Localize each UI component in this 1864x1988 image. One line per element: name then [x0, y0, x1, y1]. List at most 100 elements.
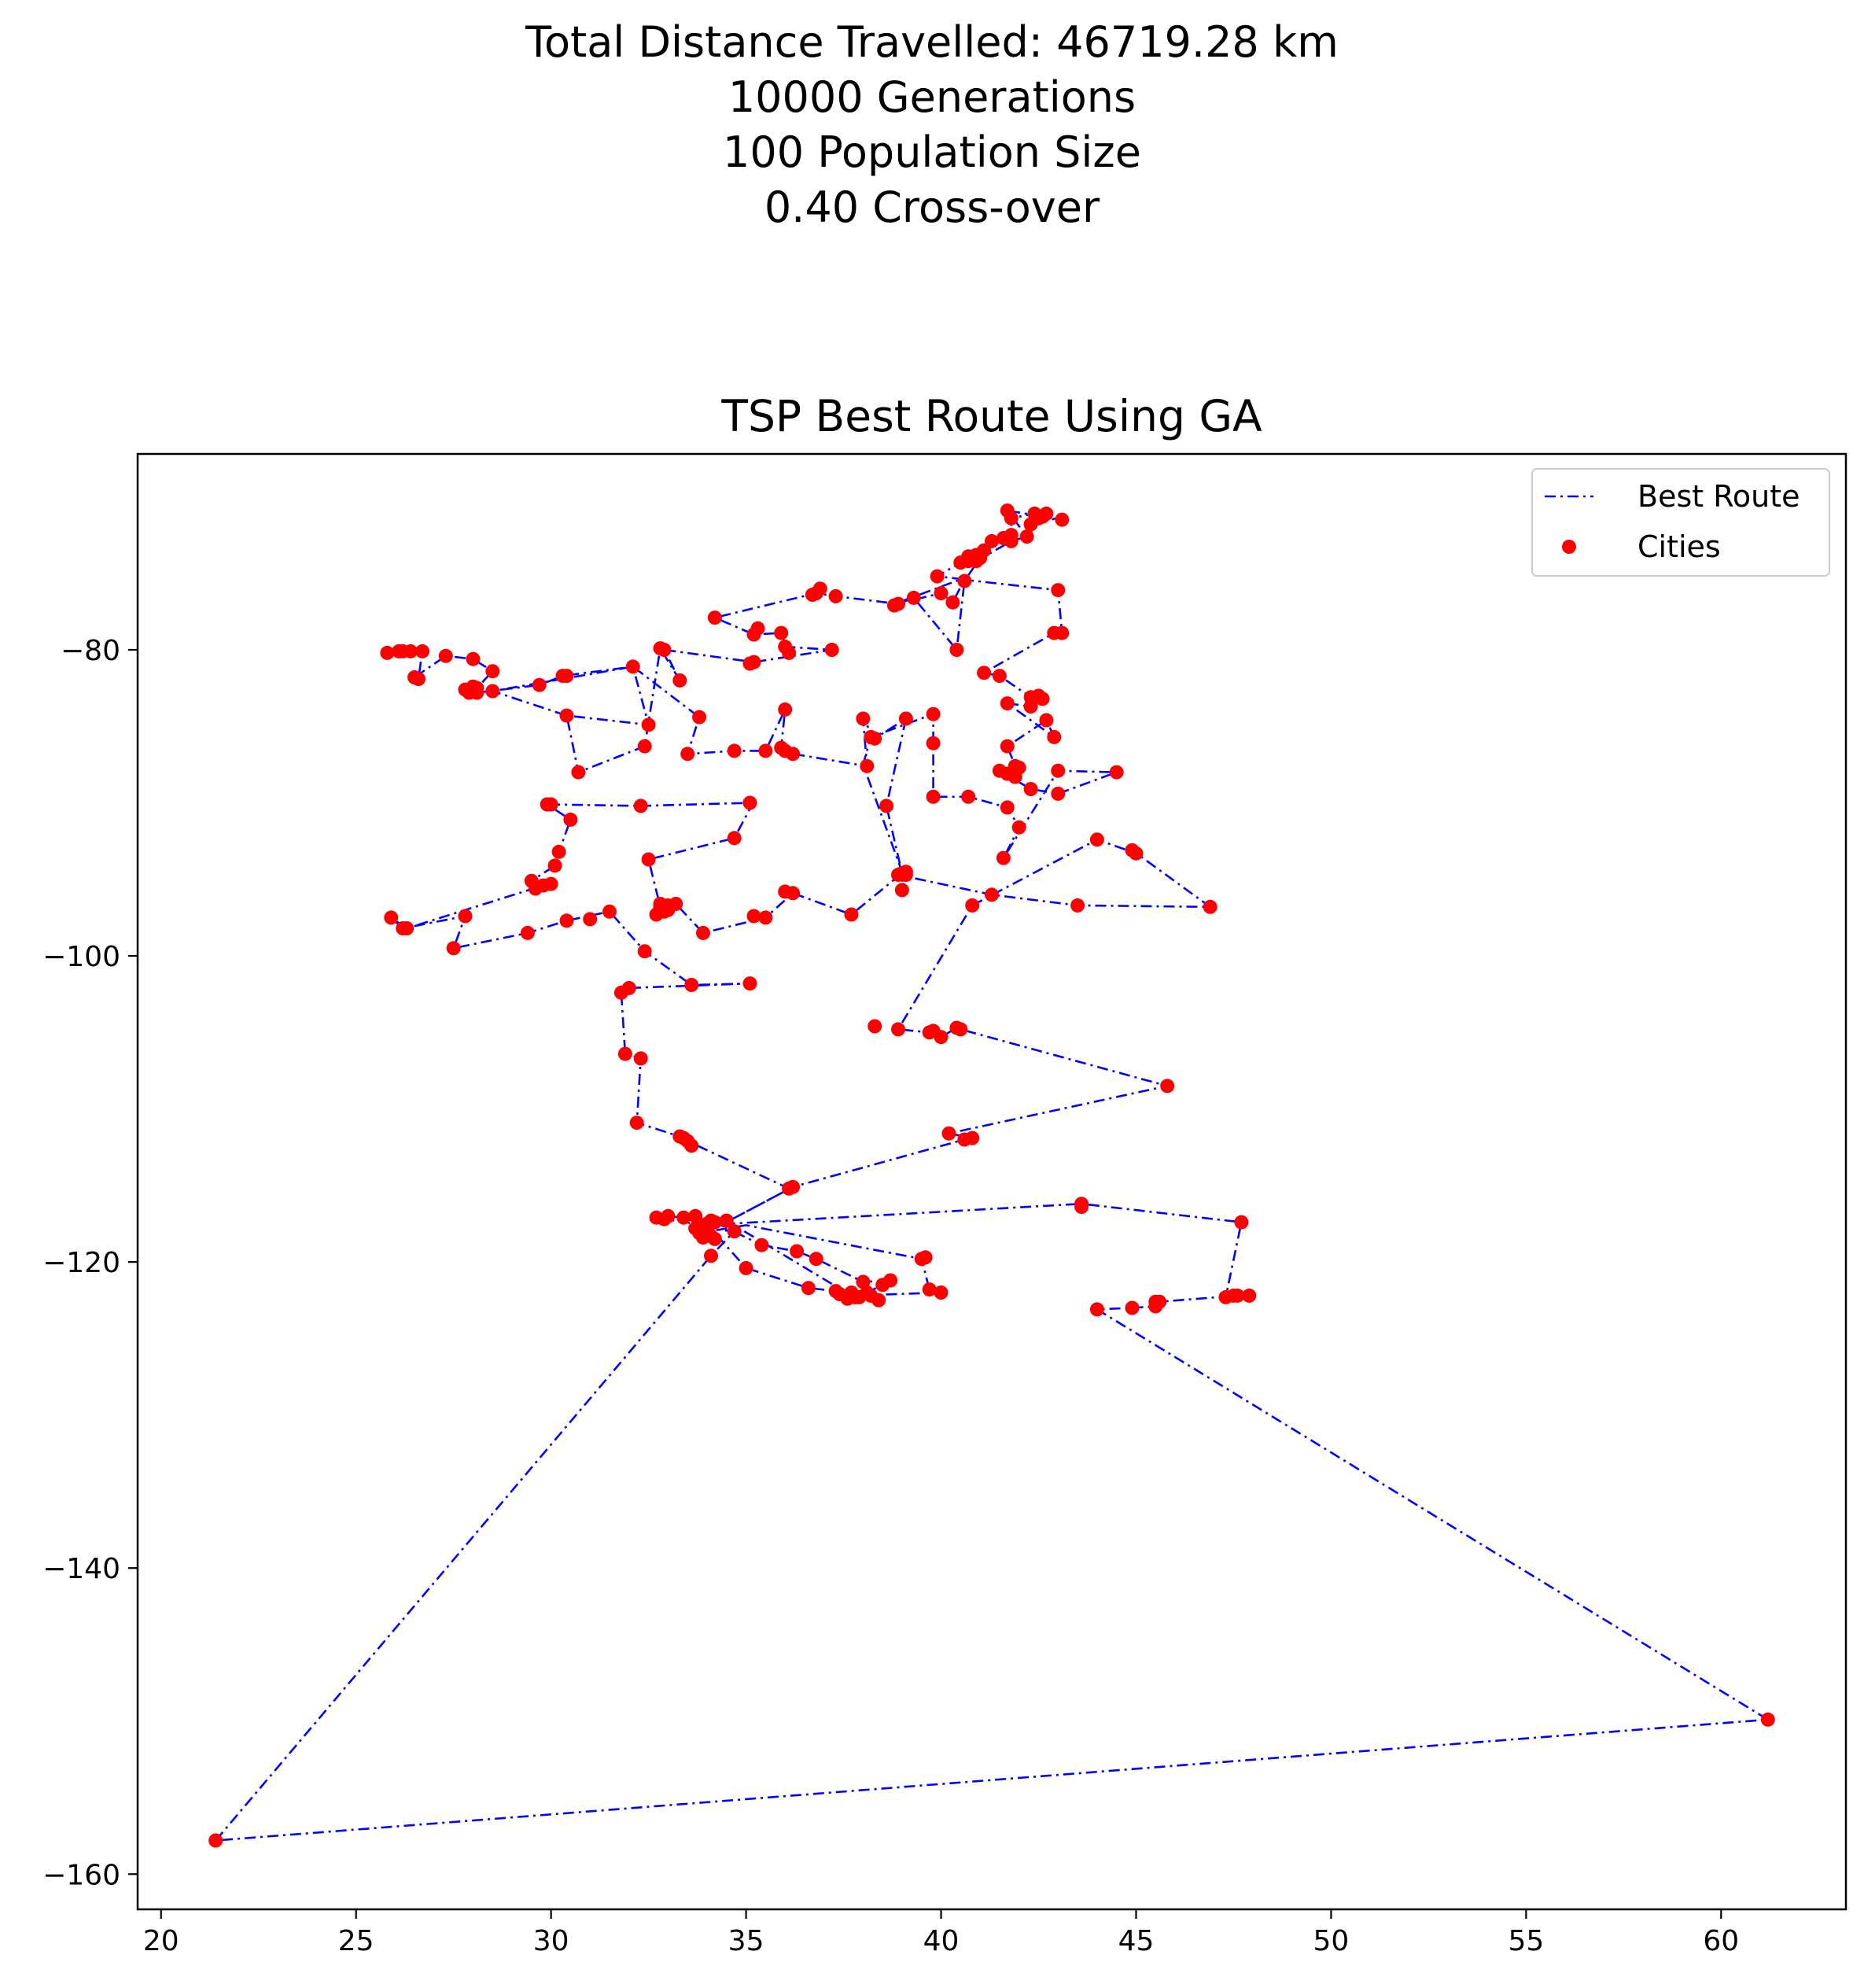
city-point	[750, 621, 765, 636]
city-point	[696, 925, 710, 940]
city-point	[1047, 625, 1062, 640]
city-point	[782, 645, 797, 660]
city-point	[617, 1046, 632, 1061]
city-point	[930, 569, 945, 584]
city-point	[637, 739, 652, 754]
city-point	[1000, 503, 1015, 518]
city-point	[438, 648, 453, 663]
suptitle-line-distance: Total Distance Travelled: 46719.28 km	[525, 17, 1339, 67]
city-point	[746, 909, 761, 924]
city-point	[778, 743, 793, 758]
city-point	[1000, 800, 1015, 815]
city-point	[957, 574, 972, 588]
city-point	[485, 664, 500, 679]
x-tick-label: 20	[143, 1925, 179, 1957]
city-point	[446, 941, 461, 956]
city-point	[1004, 533, 1019, 548]
city-point	[1125, 1300, 1140, 1315]
city-point	[742, 976, 757, 991]
city-point	[1051, 763, 1066, 778]
city-point	[965, 1130, 980, 1145]
city-point	[641, 717, 656, 732]
city-point	[704, 1248, 718, 1263]
suptitle-line-population: 100 Population Size	[723, 127, 1141, 177]
city-point	[700, 1216, 714, 1231]
legend-route-label: Best Route	[1637, 479, 1800, 514]
city-point	[688, 1208, 703, 1223]
city-point	[778, 884, 793, 899]
y-tick-label: −80	[61, 635, 120, 667]
city-point	[696, 1230, 710, 1245]
city-point	[1129, 846, 1144, 861]
y-tick-label: −120	[42, 1247, 120, 1279]
city-point	[672, 673, 687, 688]
city-point	[633, 1051, 648, 1066]
city-point	[875, 1278, 890, 1293]
city-point	[934, 586, 949, 600]
city-point	[637, 944, 652, 959]
city-point	[1023, 782, 1038, 796]
city-point	[758, 743, 773, 758]
city-point	[868, 731, 882, 746]
city-point	[543, 797, 558, 812]
city-point	[727, 1224, 742, 1239]
city-point	[856, 711, 871, 726]
city-point	[583, 912, 598, 927]
city-point	[407, 670, 422, 684]
city-point	[1089, 1302, 1104, 1317]
city-point	[208, 1833, 223, 1848]
city-point	[1000, 739, 1015, 754]
city-point	[719, 1213, 734, 1228]
city-point	[466, 651, 481, 666]
city-point	[485, 684, 500, 699]
city-point	[661, 902, 676, 917]
x-tick-label: 30	[533, 1925, 569, 1957]
city-point	[828, 588, 843, 603]
city-point	[945, 595, 960, 610]
suptitle-line-crossover: 0.40 Cross-over	[764, 183, 1100, 232]
city-point	[887, 598, 901, 613]
x-tick-label: 60	[1703, 1925, 1739, 1957]
route-segment-0	[215, 1202, 1771, 1842]
city-point	[1230, 1288, 1245, 1303]
city-point	[400, 921, 414, 935]
x-tick-label: 25	[338, 1925, 374, 1957]
city-point	[864, 1288, 879, 1303]
city-point	[1760, 1712, 1775, 1727]
legend-box	[1531, 468, 1830, 577]
city-point	[680, 747, 695, 762]
legend: Best Route Cities	[1531, 468, 1830, 577]
route-lines	[215, 509, 1771, 1842]
route-segment-1	[390, 509, 1214, 1230]
chart-title: TSP Best Route Using GA	[720, 391, 1262, 441]
x-tick-label: 55	[1508, 1925, 1544, 1957]
city-point	[559, 913, 574, 928]
city-point	[1152, 1294, 1167, 1309]
city-point	[621, 980, 636, 995]
city-point	[856, 1274, 871, 1289]
city-point	[934, 1285, 949, 1300]
city-point	[961, 789, 976, 804]
city-point	[559, 669, 574, 684]
city-point	[657, 643, 672, 657]
city-point	[684, 978, 699, 992]
suptitle-line-generations: 10000 Generations	[728, 72, 1136, 122]
city-point	[926, 789, 941, 804]
city-point	[848, 1289, 863, 1304]
city-point	[657, 1212, 672, 1226]
city-point	[898, 865, 913, 880]
city-point	[551, 844, 566, 859]
x-tick-label: 50	[1313, 1925, 1350, 1957]
city-point	[384, 910, 399, 925]
city-point	[996, 850, 1011, 865]
city-point	[774, 625, 789, 640]
city-point	[790, 1244, 805, 1259]
city-point	[1203, 899, 1217, 914]
city-point	[926, 706, 941, 721]
city-point	[926, 736, 941, 751]
city-point	[1055, 512, 1070, 527]
city-point	[949, 643, 964, 657]
city-point	[1051, 583, 1066, 598]
city-point	[520, 925, 535, 940]
